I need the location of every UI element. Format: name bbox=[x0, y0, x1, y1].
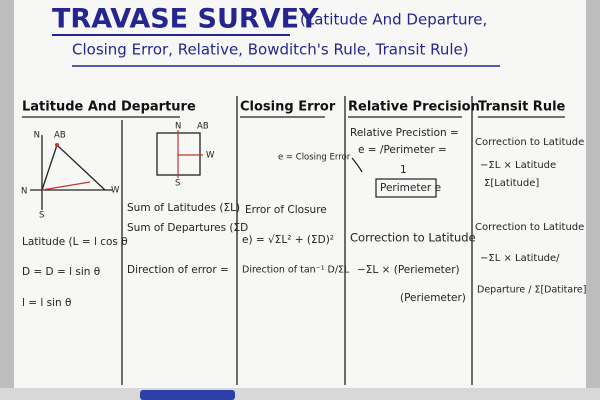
formula: −ΣL × Latitude bbox=[480, 160, 556, 171]
subtitle: (Latitude And Departure, bbox=[300, 11, 487, 29]
formula: l = l sin θ bbox=[22, 297, 71, 309]
diagram-label: AB bbox=[197, 122, 209, 132]
text-line: Correction to Latitude bbox=[475, 222, 584, 233]
column-heading: Relative Precision bbox=[348, 100, 480, 115]
arrow bbox=[351, 157, 363, 173]
square-diagram bbox=[156, 130, 203, 178]
subtitle: Closing Error, Relative, Bowditch's Rule… bbox=[72, 41, 469, 59]
dividers bbox=[121, 96, 473, 385]
formula: Departure / Σ[Datitare] bbox=[477, 285, 586, 296]
triangle-diagram bbox=[30, 135, 112, 210]
formula: (Periemeter) bbox=[400, 292, 466, 304]
formula: e) = √ΣL² + (ΣD)² bbox=[242, 234, 334, 246]
text-line: Correction to Latitude bbox=[350, 231, 476, 245]
diagram-label: N bbox=[21, 187, 27, 197]
title: TRAVASE SURVEY bbox=[52, 4, 319, 35]
formula: Latitude (L = l cos θ bbox=[22, 236, 128, 248]
diagram-label: S bbox=[175, 179, 180, 189]
text-line: Relative Precistion = bbox=[350, 127, 459, 139]
column-heading: Latitude And Departure bbox=[22, 100, 196, 115]
formula: D = D = l sin θ bbox=[22, 266, 100, 278]
tray bbox=[0, 388, 600, 400]
formula-box bbox=[375, 178, 437, 198]
diagram-label: N bbox=[175, 122, 181, 132]
text-line: Error of Closure bbox=[245, 204, 327, 216]
formula: 1 bbox=[400, 164, 407, 176]
diagram-label: W bbox=[206, 151, 215, 161]
text-line: Direction of error = bbox=[127, 264, 229, 276]
formula: e = /Perimeter = bbox=[358, 144, 447, 156]
column-heading: Closing Error bbox=[240, 100, 336, 115]
column-heading: Transit Rule bbox=[478, 100, 566, 115]
text-line: Sum of Departures (ΣD bbox=[127, 222, 248, 234]
diagram-label: S bbox=[39, 211, 44, 221]
diagram-label: AB bbox=[54, 131, 66, 141]
text-line: Correction to Latitude bbox=[475, 137, 584, 148]
formula: Σ[Latitude] bbox=[484, 178, 539, 189]
formula: −ΣL × (Periemeter) bbox=[357, 264, 460, 276]
formula: −ΣL × Latitude/ bbox=[480, 253, 560, 264]
board bbox=[14, 0, 586, 392]
formula: Perimeter e bbox=[380, 182, 441, 194]
note: e = Closing Error bbox=[278, 153, 351, 163]
diagram-label: W bbox=[111, 186, 120, 196]
diagram-label: N bbox=[34, 131, 40, 141]
marker bbox=[140, 390, 235, 400]
formula: Direction of tan⁻¹ D/ΣL bbox=[242, 265, 350, 276]
text-line: Sum of Latitudes (ΣL) bbox=[127, 202, 240, 214]
